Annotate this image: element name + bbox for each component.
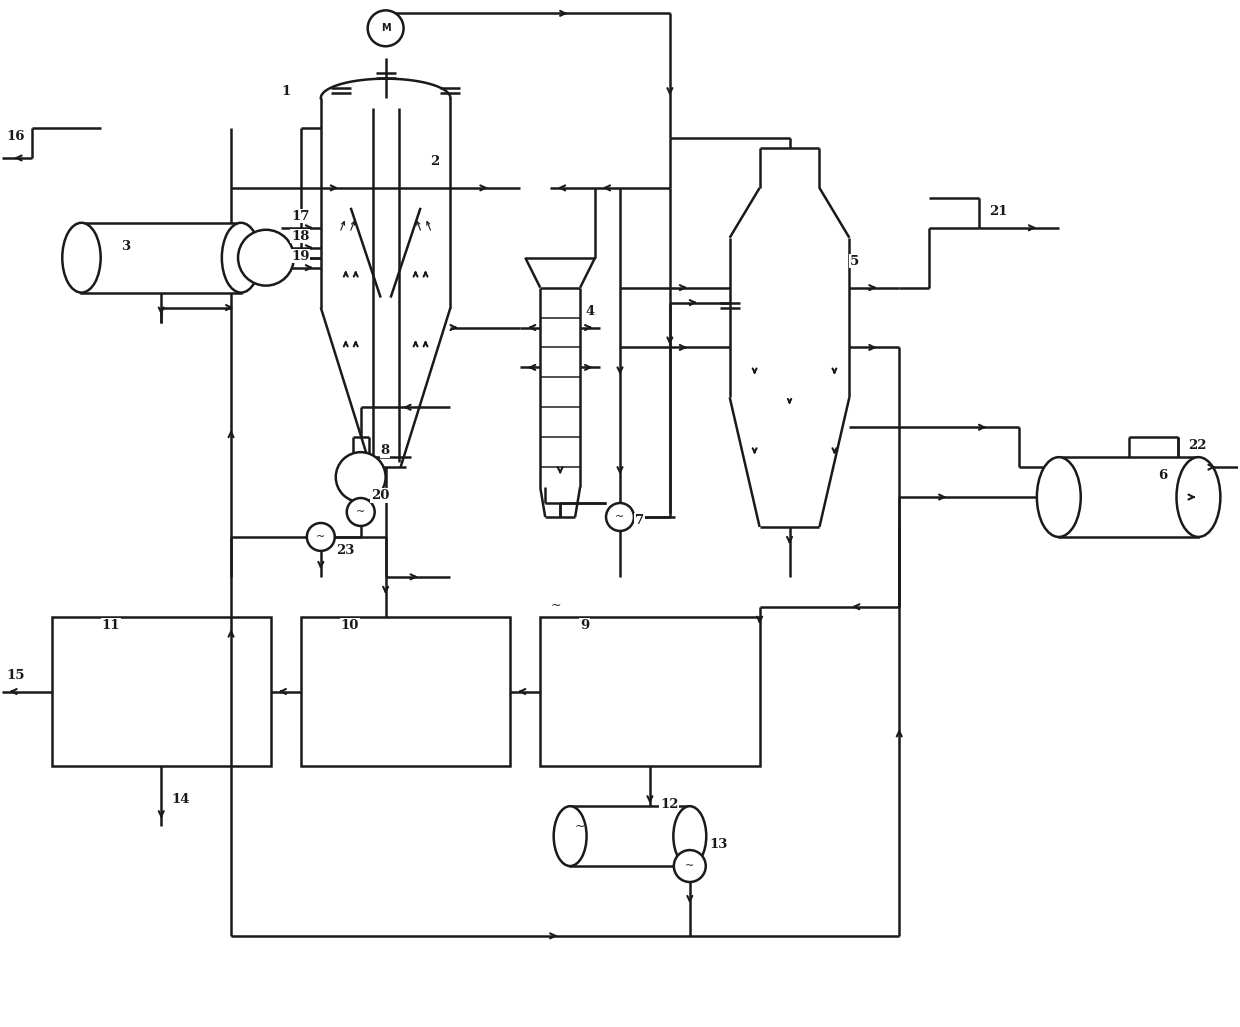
Text: 15: 15 <box>6 669 25 682</box>
Bar <box>1059 457 1198 537</box>
Text: 23: 23 <box>336 544 355 557</box>
Circle shape <box>238 230 294 286</box>
Text: ~: ~ <box>316 532 325 542</box>
Text: ~: ~ <box>615 512 625 522</box>
Text: 16: 16 <box>6 130 25 143</box>
Text: 19: 19 <box>291 250 310 263</box>
Text: 6: 6 <box>1158 469 1168 482</box>
Text: ~: ~ <box>356 507 366 517</box>
Text: 4: 4 <box>585 305 594 317</box>
Bar <box>541 617 760 766</box>
Text: 20: 20 <box>371 489 389 502</box>
Text: 2: 2 <box>430 155 440 168</box>
Bar <box>570 806 689 866</box>
Text: 14: 14 <box>171 793 190 806</box>
Circle shape <box>336 452 386 502</box>
Text: ~: ~ <box>551 599 560 612</box>
Circle shape <box>368 10 403 46</box>
Text: 21: 21 <box>990 204 1007 218</box>
Circle shape <box>347 498 374 526</box>
Text: 22: 22 <box>1188 440 1207 452</box>
Text: 5: 5 <box>849 255 858 268</box>
Ellipse shape <box>1177 457 1220 537</box>
Ellipse shape <box>673 806 707 866</box>
Text: 12: 12 <box>660 798 678 811</box>
Text: ~: ~ <box>686 861 694 871</box>
Text: 18: 18 <box>291 230 309 242</box>
Ellipse shape <box>554 806 587 866</box>
Ellipse shape <box>222 223 260 293</box>
Ellipse shape <box>1037 457 1081 537</box>
Circle shape <box>673 850 706 882</box>
Text: 11: 11 <box>102 618 120 632</box>
Text: 1: 1 <box>281 85 290 99</box>
Text: 7: 7 <box>635 514 644 527</box>
Text: 9: 9 <box>580 618 589 632</box>
Text: 17: 17 <box>291 210 309 223</box>
Bar <box>301 617 511 766</box>
Circle shape <box>306 523 335 550</box>
Text: 10: 10 <box>341 618 360 632</box>
Bar <box>82 223 241 293</box>
Ellipse shape <box>62 223 100 293</box>
Text: 3: 3 <box>122 239 130 253</box>
Text: 13: 13 <box>709 838 728 851</box>
Text: 8: 8 <box>381 444 389 457</box>
Text: ~: ~ <box>575 820 585 833</box>
Bar <box>52 617 272 766</box>
Text: M: M <box>381 24 391 33</box>
Circle shape <box>606 503 634 531</box>
